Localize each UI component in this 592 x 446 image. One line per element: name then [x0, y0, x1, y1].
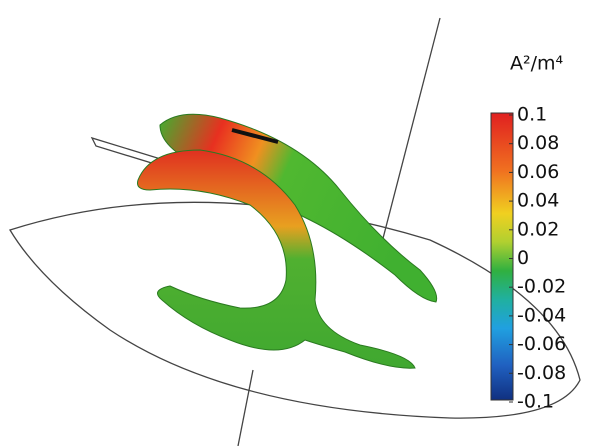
- tick-label: 0.02: [517, 218, 559, 240]
- colorbar: [490, 112, 514, 401]
- tick-label: -0.08: [517, 362, 566, 384]
- tick-label: 0: [517, 247, 529, 269]
- tick-label: -0.1: [517, 391, 554, 413]
- guide-line: [237, 369, 254, 446]
- colorbar-ticks: 0.1 0.08 0.06 0.04 0.02 0 -0.02 -0.04 -0.06 -0.08…: [509, 104, 566, 413]
- tick-label: 0.04: [517, 190, 559, 212]
- tick-label: 0.06: [517, 161, 559, 183]
- unit-label: A²/m⁴: [510, 53, 564, 75]
- model: [137, 113, 438, 369]
- tick-label: 0.1: [517, 104, 547, 126]
- tick-label: -0.02: [517, 276, 566, 298]
- arrow: [231, 128, 279, 144]
- guide-line: [379, 17, 441, 251]
- lower-arm: [137, 149, 416, 369]
- tick-label: 0.08: [517, 132, 559, 154]
- tick-label: -0.04: [517, 304, 566, 326]
- tick-label: -0.06: [517, 333, 566, 355]
